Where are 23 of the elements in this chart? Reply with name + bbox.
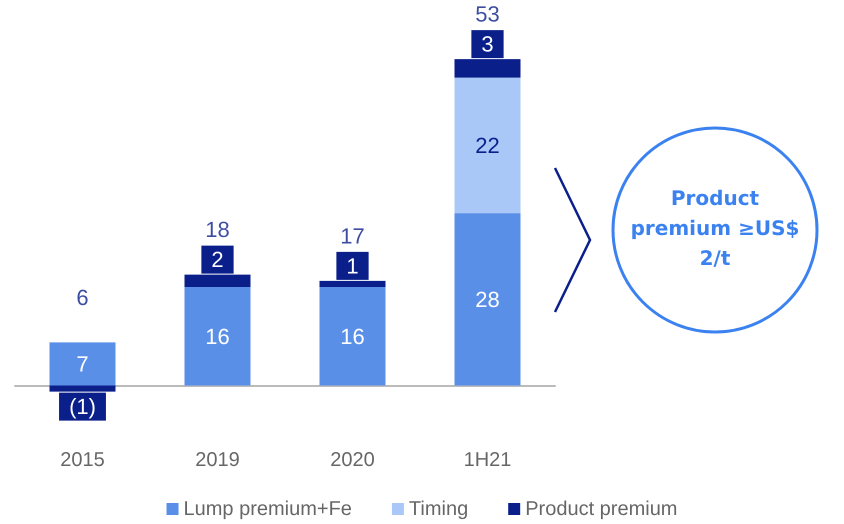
data-label: 16 [340, 324, 365, 349]
data-label: 16 [205, 324, 230, 349]
total-label: 6 [76, 284, 89, 310]
data-label: 3 [481, 32, 494, 57]
text: Product premium ≥US$ 2/t [630, 185, 800, 272]
bar [454, 213, 520, 386]
legend-label: Lump premium+Fe [184, 498, 352, 520]
data-label: 2 [211, 247, 224, 272]
data-label: (1) [69, 394, 96, 420]
x-tick-label: 2020 [330, 449, 375, 471]
total-label: 18 [205, 217, 230, 242]
total-label: 17 [340, 223, 365, 248]
data-label: 7 [76, 351, 89, 376]
bar [454, 78, 520, 214]
legend-label: Product premium [525, 498, 678, 520]
legend-label: Timing [408, 498, 468, 520]
total-label: 53 [475, 2, 500, 27]
x-tick-label: 2015 [60, 449, 105, 471]
data-label: 22 [475, 132, 500, 158]
data-label: 28 [475, 286, 500, 312]
x-tick-label: 1H21 [464, 449, 512, 471]
data-label: 1 [346, 253, 359, 278]
x-tick-label: 2019 [195, 449, 240, 471]
